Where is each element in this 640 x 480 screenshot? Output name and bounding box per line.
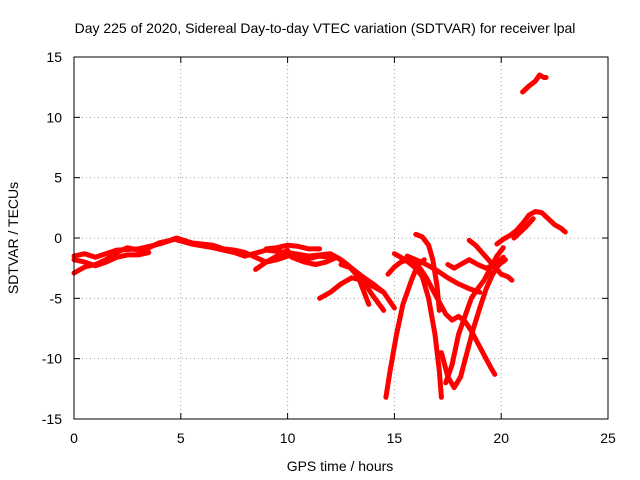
series-line-track-14 <box>438 257 508 391</box>
series-line-track-18 <box>494 209 568 247</box>
series-line-track-5 <box>263 242 323 252</box>
y-axis-tick-labels: -15 -10 -5 0 5 10 15 <box>42 49 62 427</box>
x-tick-label: 20 <box>493 430 509 446</box>
x-tick-label: 5 <box>177 430 185 446</box>
series-line-track-19 <box>511 216 536 241</box>
y-tick-label: -10 <box>42 351 62 367</box>
series-line-track-20 <box>520 72 549 95</box>
x-axis-tick-labels: 0 5 10 15 20 25 <box>70 430 616 446</box>
grid-lines <box>74 57 608 419</box>
x-tick-label: 25 <box>600 430 616 446</box>
series-line-track-10 <box>383 257 427 400</box>
y-tick-label: 10 <box>46 109 62 125</box>
series-line-track-17 <box>466 237 515 283</box>
x-tick-label: 10 <box>280 430 296 446</box>
x-axis-label: GPS time / hours <box>287 458 394 474</box>
x-tick-label: 15 <box>387 430 403 446</box>
y-tick-label: -5 <box>50 290 63 306</box>
axis-ticks <box>73 56 609 420</box>
series-line-track-8 <box>338 262 387 295</box>
y-tick-label: 0 <box>54 230 62 246</box>
series-line-track-13 <box>404 253 483 295</box>
y-axis-label: SDTVAR / TECUs <box>5 182 21 294</box>
series-layer <box>71 72 568 400</box>
y-tick-label: -15 <box>42 411 62 427</box>
y-tick-label: 15 <box>46 49 62 65</box>
chart-title: Day 225 of 2020, Sidereal Day-to-day VTE… <box>75 20 576 36</box>
series-line-track-3 <box>71 250 152 269</box>
x-tick-label: 0 <box>70 430 78 446</box>
series-line-track-12 <box>413 231 442 313</box>
series-line-track-11 <box>391 251 444 400</box>
y-tick-label: 5 <box>54 170 62 186</box>
